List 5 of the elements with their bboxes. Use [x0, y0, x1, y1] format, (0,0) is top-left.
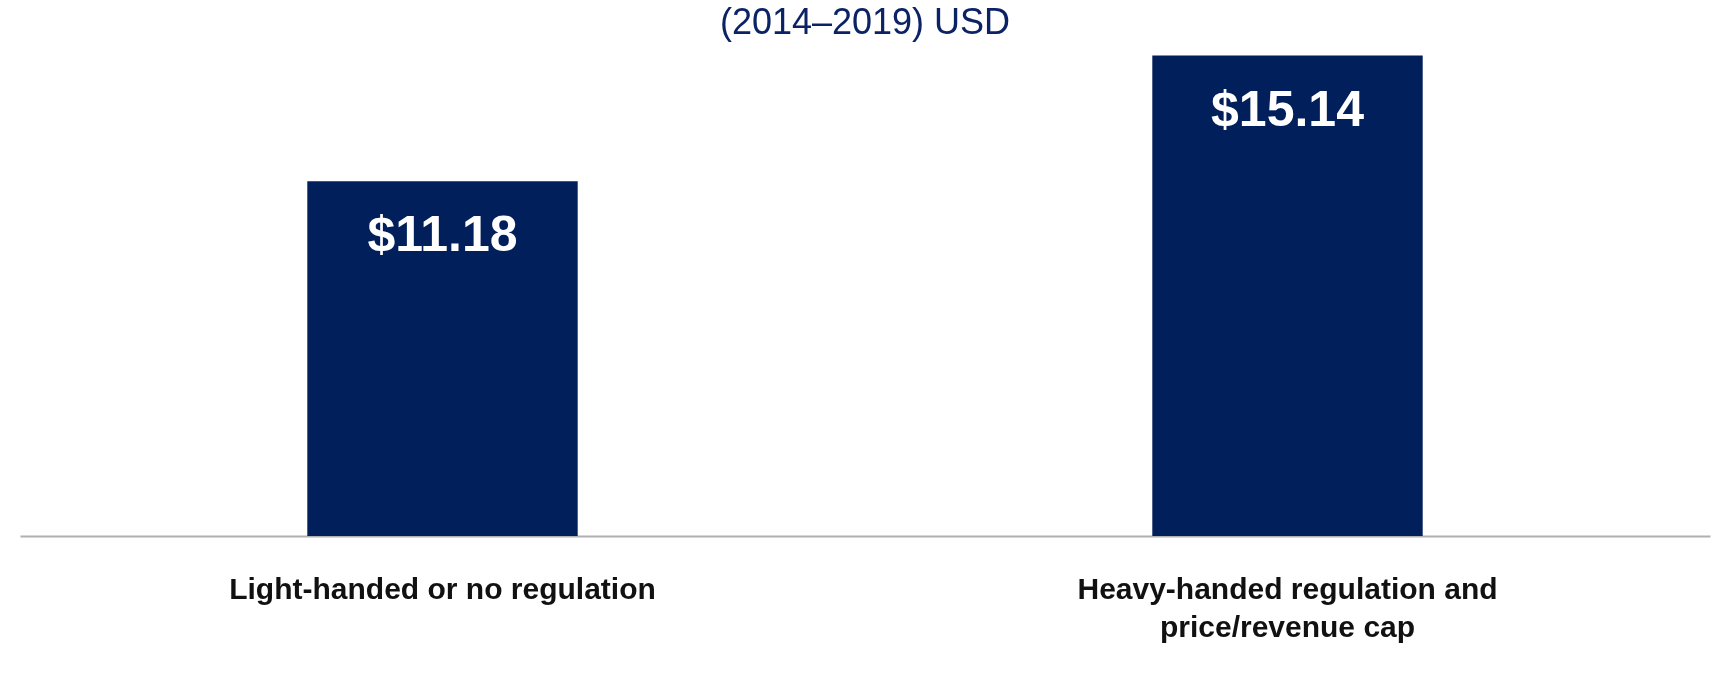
- chart-title: (2014–2019) USD: [719, 1, 1011, 42]
- x-tick-label: Heavy-handed regulation and price/revenue cap: [1077, 571, 1498, 643]
- x-tick-label: Light-handed or no regulation: [229, 571, 656, 605]
- data-label: $15.14: [1211, 80, 1365, 137]
- data-label: $11.18: [367, 206, 518, 263]
